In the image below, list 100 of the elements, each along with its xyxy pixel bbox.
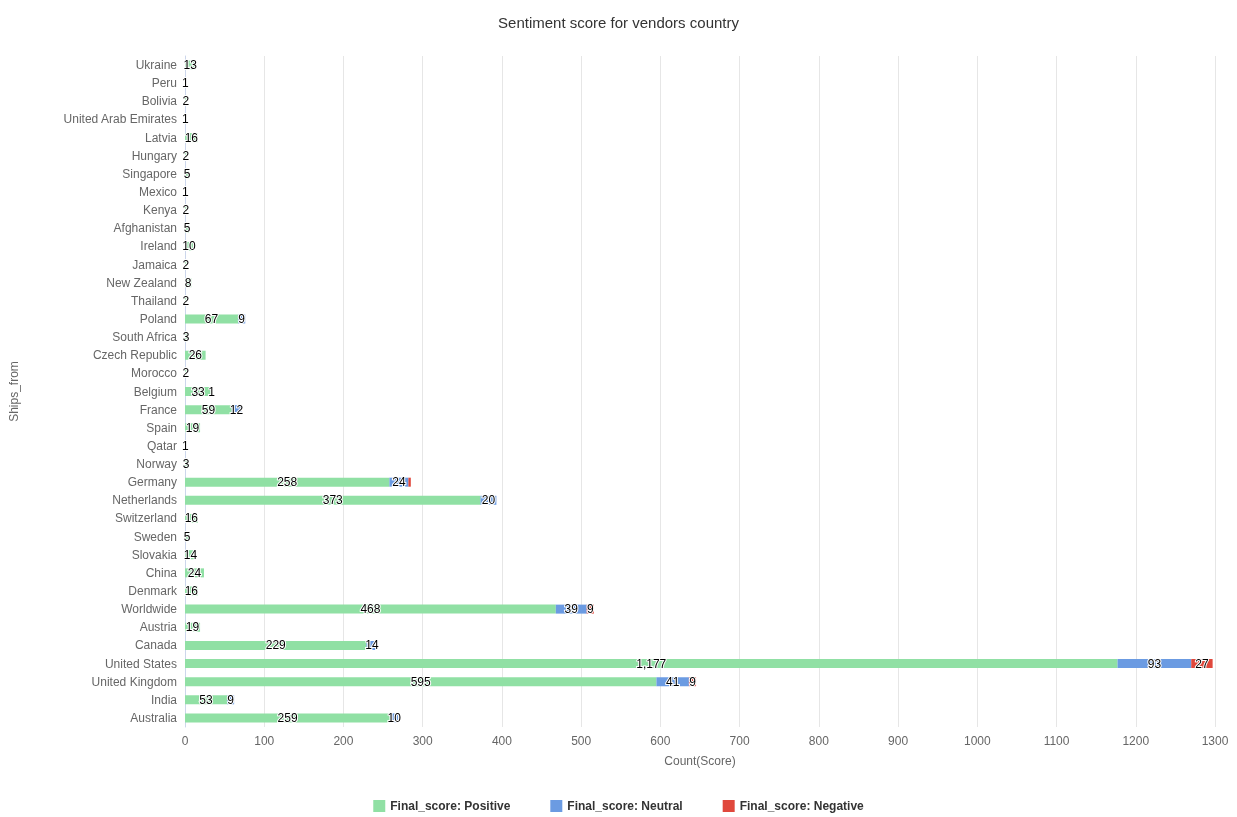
data-label: 468: [360, 602, 381, 617]
y-tick-label: Qatar: [146, 438, 177, 453]
data-label: 229: [265, 638, 287, 653]
data-label: 3: [182, 330, 190, 345]
x-tick-label: 200: [333, 734, 354, 748]
data-label: 1: [182, 76, 190, 91]
data-label: 3: [182, 457, 190, 472]
x-tick-label: 1200: [1122, 734, 1150, 748]
data-label: 2: [182, 94, 190, 109]
y-tick-label: Czech Republic: [92, 348, 177, 363]
data-label: 93: [1147, 656, 1162, 671]
y-tick-label: Thailand: [130, 293, 177, 308]
y-tick-label: Bolivia: [141, 94, 178, 109]
data-label: 16: [184, 583, 199, 598]
y-tick-label: South Africa: [112, 330, 178, 345]
y-tick-label: United Arab Emirates: [63, 112, 177, 127]
x-tick-label: 300: [412, 734, 434, 748]
data-label: 53: [199, 692, 213, 707]
y-tick-label: Sweden: [133, 529, 177, 544]
data-label: 9: [586, 602, 594, 617]
data-label: 24: [187, 565, 202, 580]
y-tick-label: Latvia: [144, 130, 178, 145]
data-label: 59: [201, 402, 216, 417]
data-label: 258: [277, 475, 298, 490]
data-label: 1: [182, 112, 190, 127]
data-label: 9: [238, 311, 246, 326]
data-label: 9: [689, 674, 697, 689]
y-tick-label: Denmark: [128, 583, 178, 598]
x-tick-label: 600: [650, 734, 671, 748]
x-tick-label: 500: [571, 734, 592, 748]
y-tick-label: Mexico: [138, 185, 178, 200]
data-label: 1: [182, 438, 190, 453]
data-label: 24: [392, 475, 406, 490]
data-label: 1: [208, 384, 216, 399]
data-label: 14: [183, 547, 198, 562]
x-tick-label: 1300: [1201, 734, 1229, 748]
data-label: 9: [227, 692, 235, 707]
data-label: 2: [182, 257, 190, 272]
data-label: 10: [182, 239, 196, 254]
data-label: 1: [182, 185, 190, 200]
data-label: 39: [564, 602, 579, 617]
data-label: 26: [188, 348, 203, 363]
data-label: 67: [204, 311, 219, 326]
y-tick-label: Singapore: [122, 166, 178, 181]
y-tick-label: Canada: [134, 638, 178, 653]
y-tick-label: Poland: [139, 311, 177, 326]
y-tick-label: Norway: [136, 457, 177, 472]
y-tick-label: Switzerland: [114, 511, 177, 526]
y-tick-label: Ukraine: [135, 58, 178, 73]
data-label: 5: [183, 529, 191, 544]
x-tick-label: 100: [254, 734, 275, 748]
data-label: 41: [665, 674, 680, 689]
data-label: 20: [481, 493, 496, 508]
y-tick-label: Kenya: [142, 203, 178, 218]
data-label: 595: [410, 674, 432, 689]
y-tick-label: United States: [104, 656, 177, 671]
x-tick-label: 700: [729, 734, 750, 748]
data-label: 373: [322, 493, 344, 508]
legend-label: Final_score: Positive: [390, 799, 511, 813]
legend-label: Final_score: Negative: [739, 799, 865, 813]
y-tick-label: Worldwide: [121, 602, 178, 617]
data-label: 13: [183, 58, 198, 73]
y-tick-label: United Kingdom: [91, 674, 177, 689]
x-axis-title: Count(Score): [664, 754, 736, 768]
data-label: 259: [277, 710, 298, 725]
data-label: 5: [183, 221, 191, 236]
y-tick-label: Netherlands: [112, 493, 177, 508]
y-tick-label: Hungary: [131, 148, 177, 163]
x-tick-label: 0: [181, 734, 189, 748]
y-tick-label: France: [139, 402, 178, 417]
data-label: 2: [182, 293, 190, 308]
data-label: 19: [185, 420, 200, 435]
y-tick-label: Belgium: [133, 384, 177, 399]
y-axis-title: Ships_from: [7, 361, 21, 422]
y-tick-label: Jamaica: [132, 257, 178, 272]
x-tick-label: 1100: [1043, 734, 1070, 748]
legend-label: Final_score: Neutral: [567, 799, 683, 813]
data-label: 8: [184, 275, 192, 290]
y-tick-label: Spain: [146, 420, 177, 435]
data-label: 1,177: [636, 656, 667, 671]
data-label: 2: [182, 148, 190, 163]
x-tick-label: 1000: [963, 734, 991, 748]
y-tick-label: Morocco: [130, 366, 178, 381]
data-label: 16: [184, 511, 199, 526]
y-tick-label: Australia: [130, 710, 178, 725]
x-tick-label: 400: [491, 734, 513, 748]
data-label: 5: [183, 166, 191, 181]
x-tick-label: 900: [888, 734, 909, 748]
x-tick-label: 800: [808, 734, 830, 748]
y-tick-label: Ireland: [140, 239, 177, 254]
y-tick-label: New Zealand: [106, 275, 177, 290]
data-label: 27: [1195, 656, 1209, 671]
data-label: 33: [191, 384, 206, 399]
data-label: 2: [182, 203, 190, 218]
data-label: 19: [185, 620, 200, 635]
y-tick-label: Slovakia: [131, 547, 178, 562]
data-label: 16: [184, 130, 199, 145]
y-tick-label: Austria: [139, 620, 178, 635]
y-tick-label: China: [145, 565, 178, 580]
data-label: 2: [182, 366, 190, 381]
